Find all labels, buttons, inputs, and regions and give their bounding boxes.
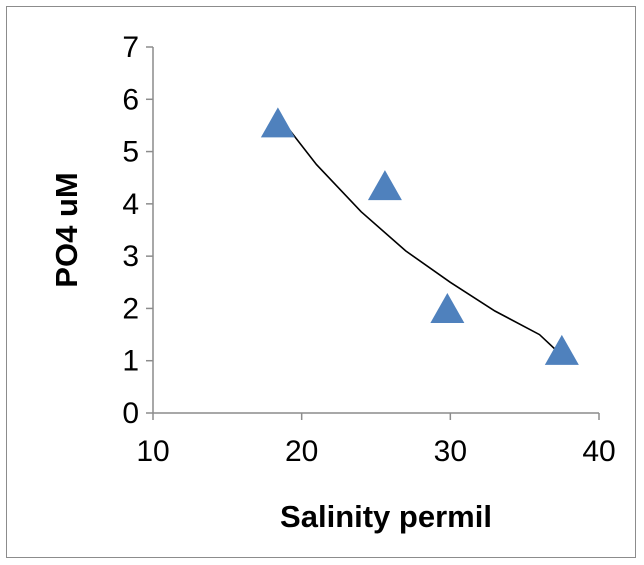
- y-tick-label: 2: [122, 292, 139, 325]
- x-tick-label: 20: [285, 435, 318, 468]
- data-point-triangle: [430, 293, 465, 324]
- data-point-triangle: [367, 170, 402, 201]
- chart-frame: 0 1 2 3 4 5 6 7 10 20 30 40 Salinity permil PO4 uM: [6, 6, 636, 558]
- y-tick-label: 3: [122, 240, 139, 273]
- x-tick-label: 30: [434, 435, 467, 468]
- y-tick-label: 0: [122, 397, 139, 430]
- trendline: [277, 114, 563, 357]
- tick-labels: 0 1 2 3 4 5 6 7 10 20 30 40: [122, 31, 615, 468]
- data-point-triangle: [544, 334, 579, 365]
- data-point-triangle: [260, 107, 295, 138]
- y-tick-label: 1: [122, 345, 139, 378]
- x-axis-title: Salinity permil: [280, 499, 492, 534]
- x-tick-label: 40: [582, 435, 615, 468]
- y-tick-label: 5: [122, 136, 139, 169]
- y-axis-title: PO4 uM: [49, 172, 84, 287]
- axis-ticks: [146, 46, 600, 420]
- y-tick-label: 6: [122, 83, 139, 116]
- data-points: [260, 107, 579, 365]
- y-tick-label: 4: [122, 188, 139, 221]
- x-tick-label: 10: [136, 435, 169, 468]
- axes: [152, 47, 599, 414]
- scatter-chart: 0 1 2 3 4 5 6 7 10 20 30 40 Salinity permil PO4 uM: [49, 31, 616, 534]
- y-tick-label: 7: [122, 31, 139, 64]
